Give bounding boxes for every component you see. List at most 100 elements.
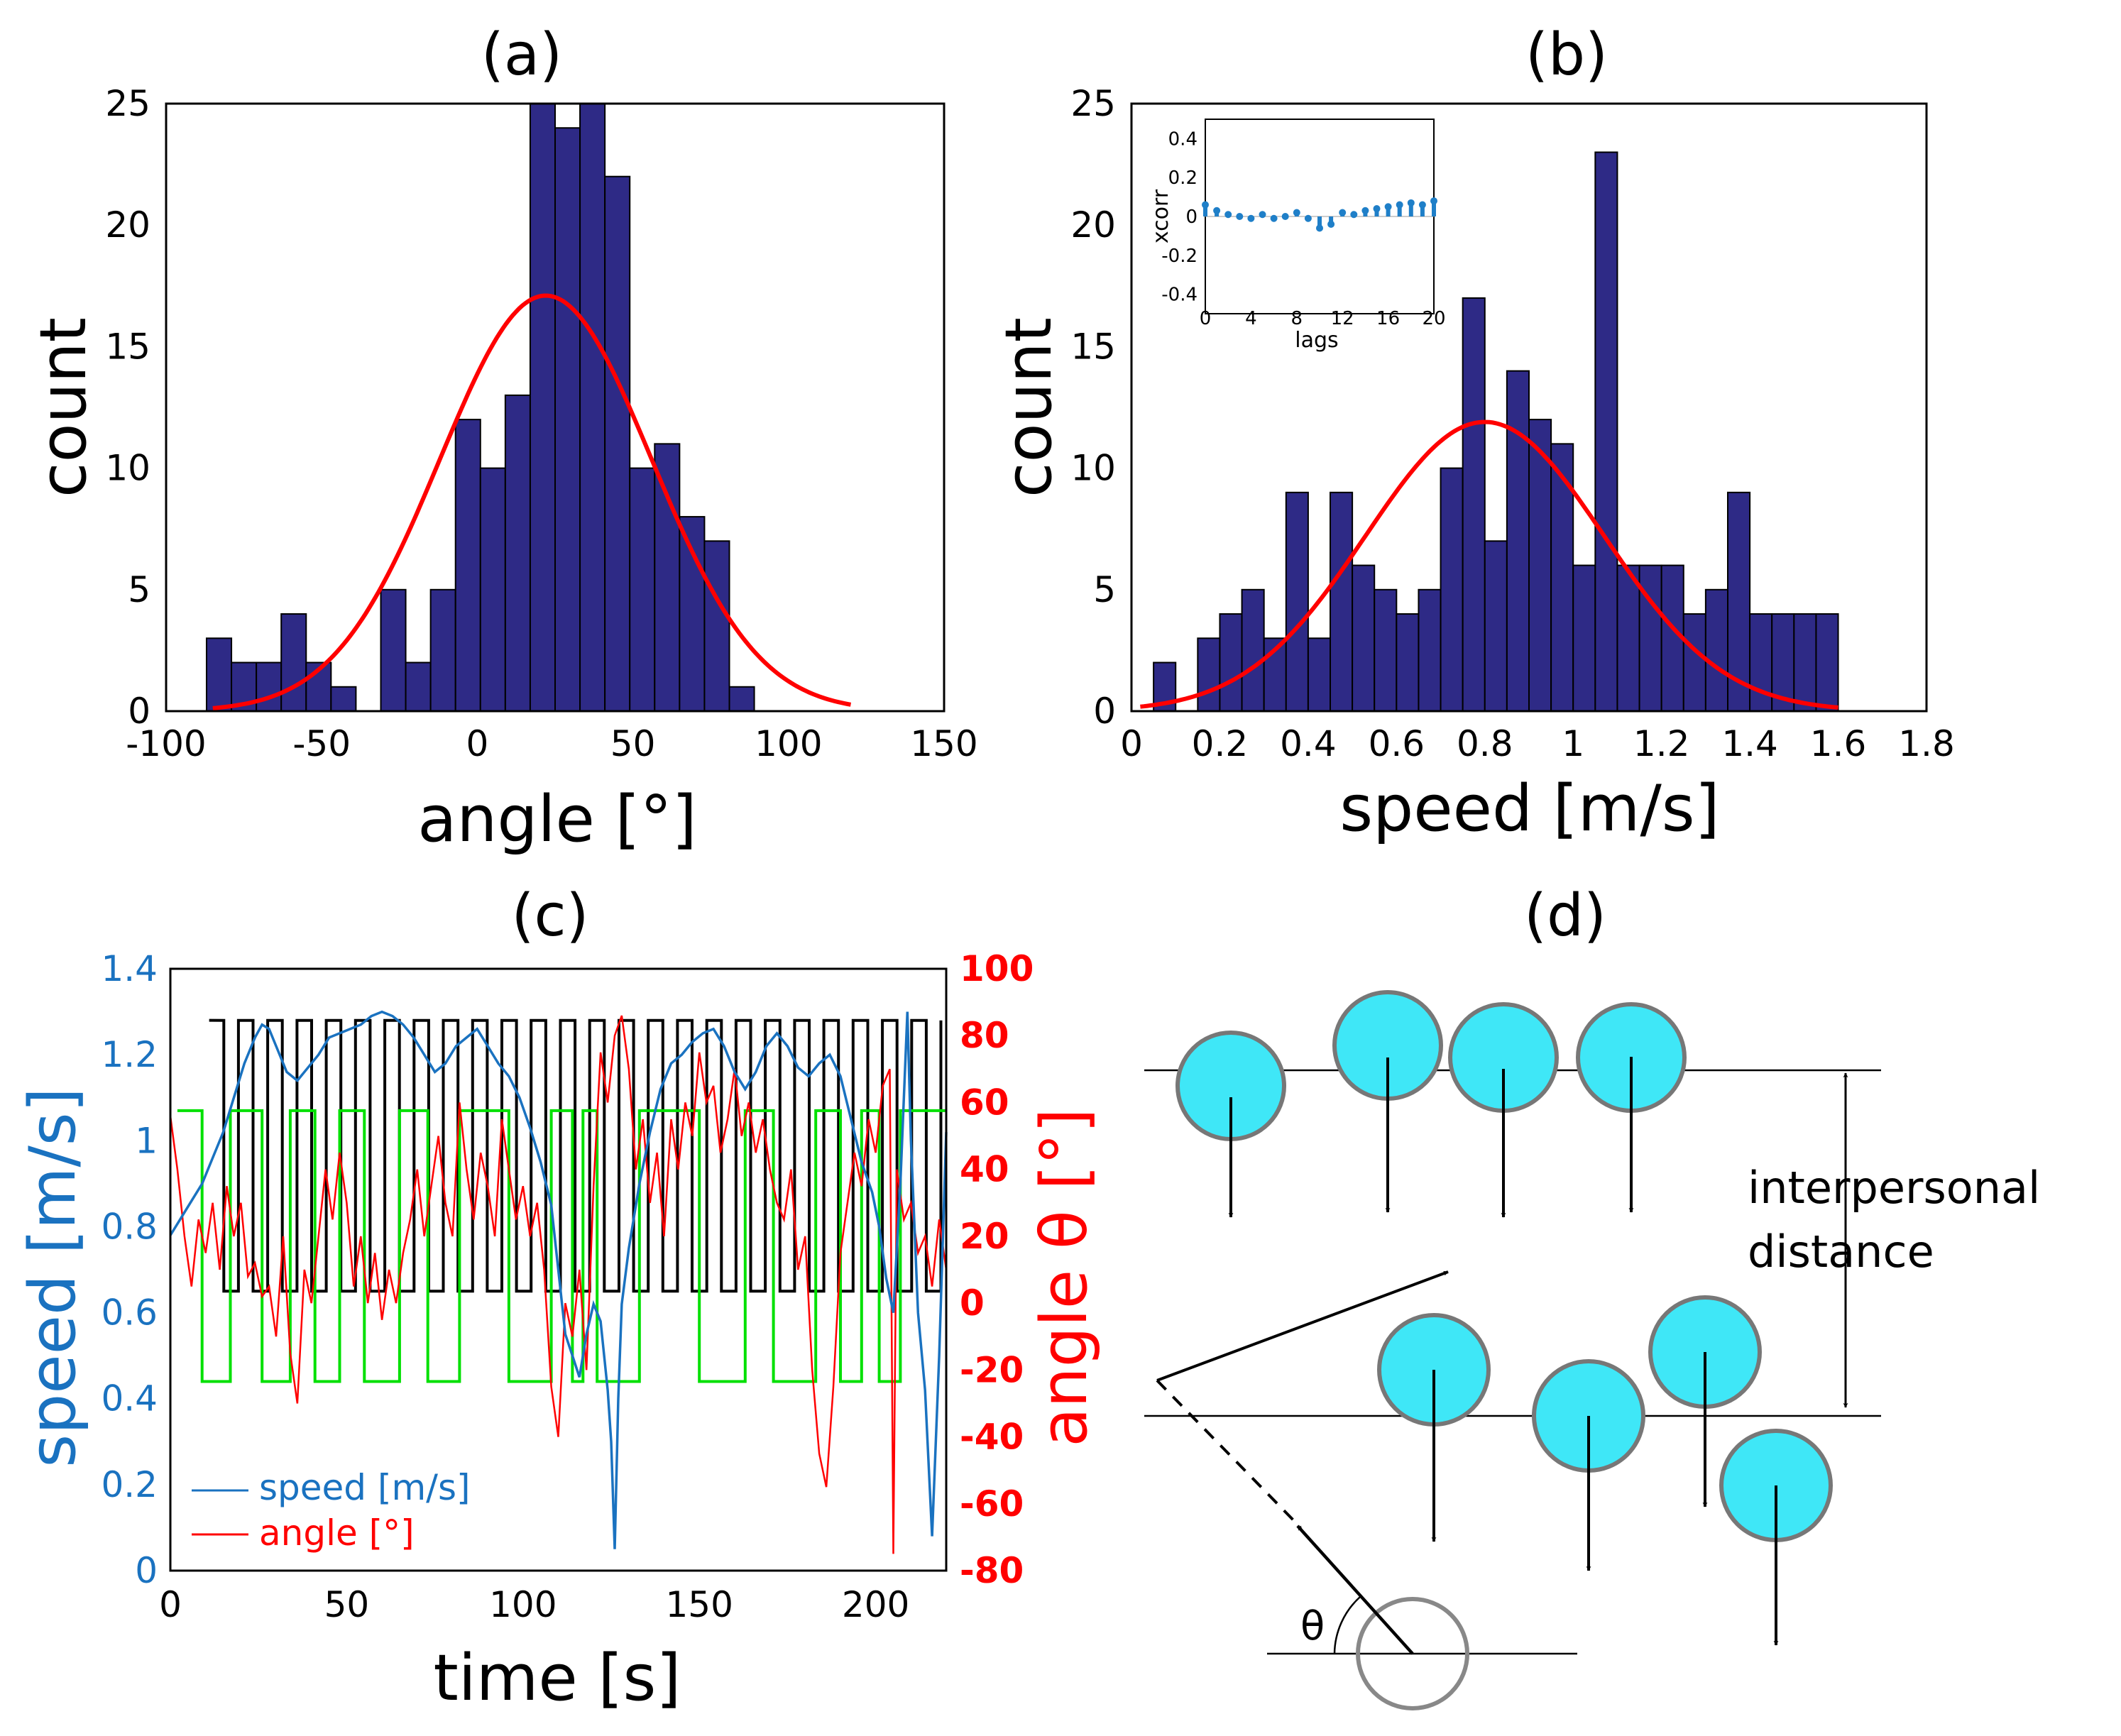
right-y-tick-label: -40 xyxy=(960,1417,1024,1458)
y-tick-label: 10 xyxy=(105,448,150,489)
inset-y-axis-label: xcorr xyxy=(1149,189,1173,243)
histogram-bar xyxy=(728,686,755,713)
left-y-tick-label: 0.6 xyxy=(101,1292,158,1334)
histogram-bar xyxy=(1682,613,1706,712)
histogram-bar xyxy=(1241,588,1265,712)
right-y-tick-label: -20 xyxy=(960,1349,1024,1390)
inset-y-tick-label: 0 xyxy=(1185,207,1197,228)
histogram-bar xyxy=(604,175,631,713)
histogram-bar xyxy=(1528,419,1552,712)
reflected-arrow xyxy=(1156,1270,1449,1382)
histogram-bar xyxy=(504,394,531,712)
xcorr-inset: 0 4 8 12 16 20 -0.4 -0.2 0 0.2 0.4 lags xcorr xyxy=(1149,119,1446,353)
histogram-bar xyxy=(429,588,456,712)
histogram-bar xyxy=(380,588,407,712)
speed-gaussian-fit xyxy=(1140,419,1838,710)
y-tick-label: 10 xyxy=(1070,448,1116,489)
x-tick-label: 0.2 xyxy=(1192,723,1249,764)
speed-x-axis-label: speed [m/s] xyxy=(1339,771,1720,846)
histogram-bar xyxy=(1704,588,1729,712)
histogram-bar xyxy=(1815,613,1839,712)
speed-y-axis-label: count xyxy=(992,317,1066,498)
histogram-bar xyxy=(1749,613,1773,712)
x-tick-label: 0 xyxy=(1120,723,1143,764)
speed-series-line xyxy=(169,1010,948,1549)
histogram-bar xyxy=(1594,151,1618,713)
histogram-bar xyxy=(256,661,283,713)
incident-dashed-line xyxy=(1156,1379,1302,1529)
panel-b-label: (b) xyxy=(1525,21,1608,89)
histogram-bar xyxy=(1396,613,1420,712)
heading-arrow xyxy=(1296,1525,1414,1655)
plot-b-frame xyxy=(1130,102,1928,713)
x-tick-label: -100 xyxy=(126,723,206,764)
y-tick-label: 15 xyxy=(105,326,150,367)
xcorr-point xyxy=(1202,201,1209,209)
left-y-tick-label: 1.2 xyxy=(101,1034,158,1075)
right-y-tick-label: 20 xyxy=(960,1216,1009,1257)
panel-c-timeseries: (c) 0 50 100 150 200 00.20.40.60.811.21.4 -8… xyxy=(16,882,1102,1715)
left-y-tick-label: 0.8 xyxy=(101,1206,158,1247)
histogram-bar xyxy=(554,127,581,713)
angle-x-ticks: -100 -50 0 50 100 150 xyxy=(126,723,977,764)
right-y-tick-label: 40 xyxy=(960,1149,1009,1190)
y-tick-label: 15 xyxy=(1070,326,1116,367)
xcorr-point xyxy=(1339,209,1347,216)
histogram-bar xyxy=(679,516,706,713)
inset-y-tick-label: 0.4 xyxy=(1168,128,1197,150)
histogram-bar xyxy=(1219,613,1243,712)
inset-x-tick-label: 16 xyxy=(1376,308,1400,329)
angle-y-axis-label: count xyxy=(26,317,101,498)
y-tick-label: 5 xyxy=(1093,569,1116,610)
theta-arc xyxy=(1333,1596,1361,1654)
x-tick-label: -50 xyxy=(292,723,351,764)
histogram-bar xyxy=(1374,588,1398,712)
histogram-bar xyxy=(1462,297,1486,713)
angle-x-axis-label: angle [°] xyxy=(417,782,697,857)
x-tick-label: 0.6 xyxy=(1369,723,1425,764)
distance-label-line1: interpersonal xyxy=(1748,1162,2040,1214)
time-x-ticks: 0 50 100 150 200 xyxy=(159,1584,909,1625)
histogram-bar xyxy=(629,467,656,712)
histogram-bar xyxy=(280,613,307,712)
x-tick-label: 1.6 xyxy=(1810,723,1867,764)
x-tick-label: 0.4 xyxy=(1280,723,1337,764)
histogram-bar xyxy=(654,443,681,712)
histogram-bar xyxy=(703,540,730,712)
left-y-tick-label: 1 xyxy=(135,1120,158,1161)
histogram-bar xyxy=(1793,613,1817,712)
black-square-wave xyxy=(209,1018,943,1293)
xcorr-point xyxy=(1293,209,1300,216)
y-tick-label: 25 xyxy=(105,83,150,124)
theta-label: θ xyxy=(1300,1603,1325,1649)
xcorr-point xyxy=(1418,201,1426,209)
panel-d-label: (d) xyxy=(1524,882,1606,950)
xcorr-point xyxy=(1236,213,1244,220)
left-y-tick-label: 1.4 xyxy=(101,948,158,989)
inset-y-ticks: -0.4 -0.2 0 0.2 0.4 xyxy=(1161,128,1197,305)
histogram-bar xyxy=(1197,637,1221,713)
speed-y-ticks: 0 5 10 15 20 25 xyxy=(1070,83,1116,732)
angle-histogram-bars xyxy=(205,103,755,713)
xcorr-point xyxy=(1430,197,1437,205)
inset-y-tick-label: -0.4 xyxy=(1161,285,1197,306)
x-tick-label: 1.8 xyxy=(1898,723,1955,764)
histogram-bar xyxy=(1484,540,1508,712)
histogram-bar xyxy=(529,103,556,712)
y-tick-label: 0 xyxy=(1093,691,1116,732)
plot-a-frame xyxy=(165,102,946,713)
histogram-bar xyxy=(1506,370,1530,712)
inset-y-tick-label: 0.2 xyxy=(1168,167,1197,189)
speed-left-ticks: 0 0.2 0.4 0.6 0.8 1 1.2 1.4 xyxy=(101,948,158,1591)
histogram-bar xyxy=(1285,491,1309,713)
histogram-bar xyxy=(1418,588,1442,712)
y-tick-label: 25 xyxy=(1070,83,1116,124)
right-y-tick-label: 60 xyxy=(960,1082,1009,1123)
x-tick-label: 50 xyxy=(610,723,656,764)
panel-a-histogram: (a) -100 -50 0 50 100 150 0 5 10 15 20 25 angle [°… xyxy=(26,21,978,857)
left-y-tick-label: 0.4 xyxy=(101,1378,158,1419)
right-y-tick-label: -60 xyxy=(960,1483,1024,1525)
xcorr-point xyxy=(1304,214,1312,222)
inset-x-tick-label: 4 xyxy=(1245,308,1257,329)
inset-y-tick-label: -0.2 xyxy=(1161,246,1197,267)
